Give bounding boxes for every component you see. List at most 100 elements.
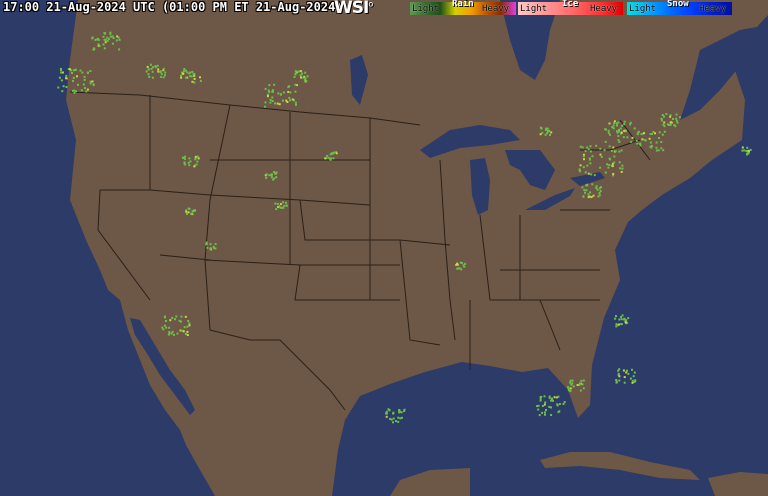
radar-echo — [187, 161, 190, 164]
radar-echo — [545, 409, 547, 411]
radar-echo — [270, 176, 273, 179]
gulf-of-st-lawrence — [680, 25, 768, 120]
radar-echo — [111, 42, 114, 45]
radar-echo — [335, 151, 338, 154]
radar-echo — [266, 93, 269, 96]
radar-echo — [583, 189, 586, 192]
radar-echo — [167, 333, 170, 336]
radar-echo — [196, 160, 199, 163]
radar-echo — [273, 177, 276, 180]
radar-echo — [617, 372, 620, 375]
radar-echo — [94, 38, 97, 41]
radar-echo — [550, 399, 552, 402]
radar-echo — [109, 32, 112, 35]
radar-echo — [548, 395, 551, 398]
radar-echo — [180, 320, 182, 323]
radar-echo — [403, 410, 406, 413]
radar-echo — [627, 372, 630, 375]
radar-echo — [586, 164, 589, 167]
radar-echo — [188, 322, 191, 325]
radar-echo — [608, 157, 611, 160]
radar-echo — [293, 76, 296, 78]
radar-echo — [184, 333, 187, 335]
radar-echo — [456, 263, 459, 266]
radar-echo — [745, 150, 748, 152]
radar-echo — [569, 390, 572, 393]
radar-echo — [581, 146, 584, 149]
radar-echo — [676, 121, 679, 124]
radar-echo — [584, 171, 587, 174]
radar-echo — [462, 264, 465, 267]
radar-echo — [633, 371, 636, 374]
radar-echo — [464, 262, 467, 265]
radar-echo — [275, 208, 278, 211]
radar-echo — [536, 405, 539, 408]
radar-echo — [632, 375, 635, 378]
radar-echo — [544, 401, 547, 404]
radar-echo — [293, 99, 295, 102]
radar-echo — [92, 84, 95, 86]
radar-echo — [392, 417, 395, 420]
legend-rain-light: Light — [412, 4, 440, 14]
radar-echo — [61, 90, 64, 93]
radar-echo — [277, 206, 280, 208]
radar-echo — [549, 133, 551, 136]
radar-echo — [187, 320, 190, 322]
pacific-ocean — [0, 0, 215, 496]
radar-echo — [117, 36, 120, 39]
radar-echo — [294, 101, 297, 104]
border-line — [204, 104, 231, 331]
radar-echo — [584, 191, 586, 194]
radar-echo — [102, 35, 105, 38]
radar-echo — [599, 166, 602, 169]
radar-echo — [184, 315, 187, 318]
radar-echo — [585, 184, 588, 187]
radar-echo — [165, 326, 168, 329]
timestamp: 17:00 21-Aug-2024 UTC (01:00 PM ET 21-Au… — [3, 0, 343, 14]
radar-echo — [188, 157, 191, 160]
radar-echo — [626, 369, 628, 372]
radar-echo — [189, 160, 192, 163]
radar-echo — [193, 81, 196, 84]
legend-snow-title: Snow — [667, 0, 689, 9]
radar-echo — [151, 66, 154, 69]
radar-echo — [663, 115, 665, 118]
radar-echo — [608, 133, 611, 136]
radar-echo — [288, 85, 291, 88]
radar-echo — [539, 398, 542, 401]
radar-echo — [106, 36, 109, 39]
radar-echo — [398, 409, 401, 412]
hispaniola — [708, 472, 768, 496]
radar-echo — [282, 206, 285, 209]
radar-echo — [193, 165, 196, 168]
radar-echo — [571, 382, 574, 385]
radar-echo — [170, 332, 173, 335]
radar-echo — [86, 88, 89, 91]
radar-echo — [613, 155, 616, 158]
radar-echo — [639, 144, 642, 147]
radar-echo — [183, 326, 186, 329]
radar-echo — [569, 381, 572, 384]
radar-echo — [272, 178, 275, 181]
radar-echo — [279, 93, 282, 96]
radar-echo — [604, 128, 607, 131]
radar-echo — [149, 63, 152, 66]
radar-echo — [539, 399, 542, 402]
radar-echo — [611, 165, 614, 168]
radar-echo — [622, 318, 625, 321]
radar-echo — [599, 190, 602, 193]
radar-echo — [618, 379, 621, 382]
radar-echo — [163, 74, 166, 77]
legend-ice: Light Ice Heavy — [518, 0, 623, 15]
radar-echo — [403, 408, 406, 411]
radar-echo — [278, 205, 281, 208]
radar-echo — [587, 148, 590, 151]
border-line — [439, 159, 456, 341]
radar-echo — [623, 123, 626, 126]
radar-echo — [89, 70, 92, 72]
radar-echo — [162, 328, 165, 331]
radar-echo — [111, 35, 114, 38]
legend-ice-title: Ice — [562, 0, 579, 9]
radar-echo — [618, 130, 621, 133]
